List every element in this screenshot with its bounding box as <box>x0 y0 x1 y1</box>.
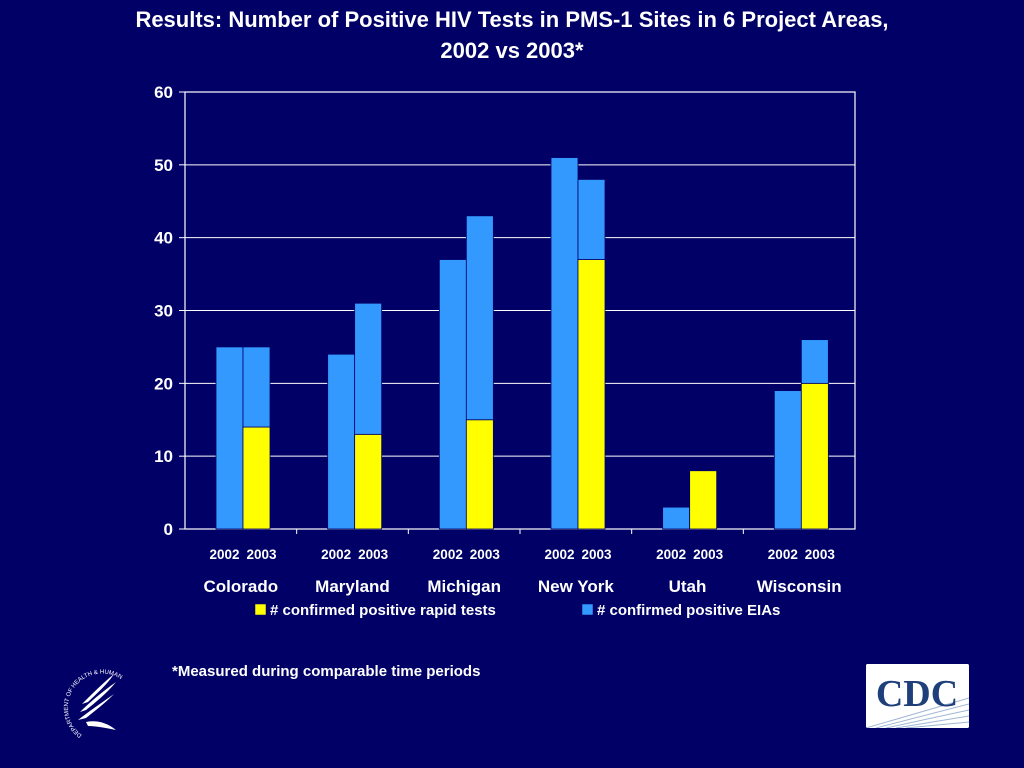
legend-swatch-0 <box>254 603 267 616</box>
y-tick-label: 10 <box>154 447 173 466</box>
x-year-label: 2002 <box>656 547 686 562</box>
legend-swatch-1 <box>581 603 594 616</box>
hhs-logo-text: DEPARTMENT OF HEALTH & HUMAN SERVICES · … <box>42 660 125 738</box>
y-tick-label: 20 <box>154 374 173 393</box>
x-group-label: Maryland <box>315 577 390 596</box>
bar-eia-new-york-2003 <box>577 178 606 260</box>
chart: 0 10 20 30 40 50 60 2002 2003 Colorado 2002 2003 Mar… <box>154 83 856 619</box>
x-year-label: 2003 <box>581 547 612 562</box>
legend-label-0: # confirmed positive rapid tests <box>270 602 496 619</box>
x-year-label: 2002 <box>544 547 574 562</box>
y-tick-label: 30 <box>154 302 173 321</box>
bar-rapid-wisconsin-2003 <box>800 382 829 530</box>
bar-eia-wisconsin-2002 <box>773 390 802 530</box>
x-year-label: 2003 <box>693 547 724 562</box>
bar-eia-michigan-2003 <box>465 215 494 421</box>
x-year-label: 2002 <box>321 547 351 562</box>
legend-label-1: # confirmed positive EIAs <box>597 602 780 619</box>
chart-title-line1: Results: Number of Positive HIV Tests in… <box>135 7 889 32</box>
x-year-label: 2002 <box>209 547 239 562</box>
y-tick-label: 60 <box>154 83 173 102</box>
y-tick-label: 40 <box>154 229 173 248</box>
bar-rapid-michigan-2003 <box>465 419 494 530</box>
x-year-label: 2003 <box>805 547 836 562</box>
x-year-label: 2003 <box>470 547 501 562</box>
x-group-label: Colorado <box>204 577 279 596</box>
bar-eia-new-york-2002 <box>550 157 579 530</box>
x-group-label: Wisconsin <box>757 577 842 596</box>
x-group-label: Utah <box>669 577 707 596</box>
bar-eia-utah-2002 <box>662 506 691 530</box>
bar-rapid-utah-2003 <box>689 470 718 530</box>
bar-eia-colorado-2002 <box>215 346 244 530</box>
x-year-label: 2003 <box>358 547 389 562</box>
x-group-label: New York <box>538 577 614 596</box>
chart-title: Results: Number of Positive HIV Tests in… <box>0 4 1024 66</box>
chart-title-line2: 2002 vs 2003* <box>440 38 584 63</box>
y-tick-label: 50 <box>154 156 173 175</box>
x-group-label: Michigan <box>427 577 501 596</box>
footnote: *Measured during comparable time periods <box>172 663 481 680</box>
cdc-logo-text: CDC <box>876 673 958 715</box>
hhs-eagle-logo: DEPARTMENT OF HEALTH & HUMAN SERVICES · … <box>42 660 125 738</box>
cdc-logo: CDC <box>866 664 969 728</box>
x-year-label: 2002 <box>433 547 463 562</box>
x-year-label: 2003 <box>246 547 277 562</box>
bar-rapid-maryland-2003 <box>354 433 383 530</box>
bar-eia-michigan-2002 <box>438 259 467 530</box>
bar-eia-maryland-2002 <box>327 353 356 530</box>
bar-eia-wisconsin-2003 <box>800 339 829 384</box>
bar-rapid-new-york-2003 <box>577 259 606 530</box>
bar-eia-colorado-2003 <box>242 346 271 428</box>
y-tick-label: 0 <box>164 520 173 539</box>
bar-rapid-colorado-2003 <box>242 426 271 530</box>
bar-eia-maryland-2003 <box>354 302 383 435</box>
svg-text:DEPARTMENT OF HEALTH & HUMAN S: DEPARTMENT OF HEALTH & HUMAN SERVICES · … <box>42 660 125 738</box>
x-year-label: 2002 <box>768 547 798 562</box>
